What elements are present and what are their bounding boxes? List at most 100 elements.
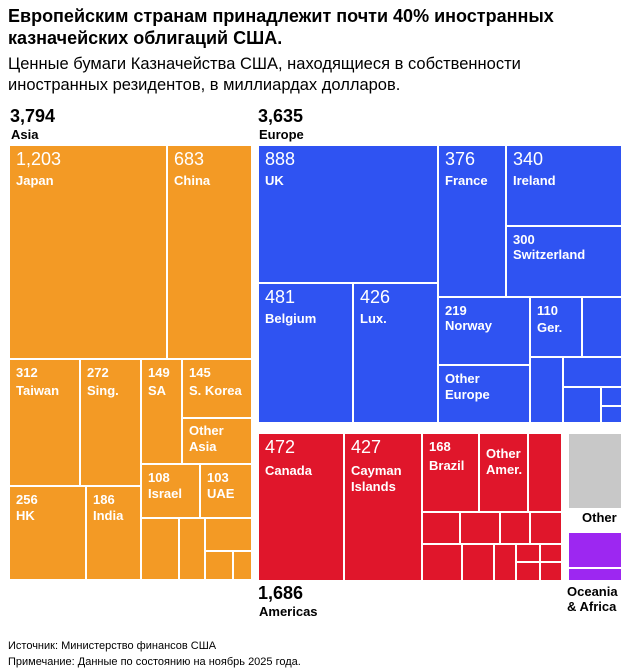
cell-cayman: 427 Cayman Islands	[344, 433, 422, 581]
cell-skorea: 145 S. Korea	[182, 359, 252, 418]
cell-sing: 272 Sing.	[80, 359, 141, 486]
uae-value: 103	[207, 470, 229, 485]
cell-lux: 426 Lux.	[353, 283, 438, 423]
cell-asia-small	[205, 551, 233, 580]
china-value: 683	[174, 149, 205, 169]
cell-americas-small	[516, 544, 540, 562]
americas-total: 1,686	[258, 583, 304, 603]
cell-americas-small	[422, 512, 460, 544]
cayman-label1: Cayman	[351, 463, 402, 478]
cell-asia-small	[179, 518, 205, 580]
uk-value: 888	[265, 149, 296, 169]
cell-europe-small	[563, 387, 601, 423]
cell-europe-small	[582, 297, 622, 357]
chart-title: Европейским странам принадлежит почти 40…	[8, 6, 554, 48]
belgium-label: Belgium	[265, 311, 317, 326]
israel-label: Israel	[148, 486, 182, 501]
cayman-value: 427	[351, 437, 382, 457]
asia-name: Asia	[11, 127, 39, 142]
norway-value: 219	[445, 303, 467, 318]
skorea-value: 145	[189, 365, 211, 380]
cell-other-europe: Other Europe	[438, 365, 530, 423]
source-note: Источник: Министерство финансов США	[8, 640, 217, 652]
cell-norway: 219 Norway	[438, 297, 530, 365]
oceania-name-line2: & Africa	[567, 599, 617, 614]
data-note: Примечание: Данные по состоянию на ноябр…	[8, 656, 301, 668]
skorea-label: S. Korea	[189, 383, 242, 398]
cell-japan: 1,203 Japan	[9, 145, 167, 359]
india-label: India	[93, 508, 124, 523]
cell-ger: 110 Ger.	[530, 297, 582, 357]
cell-other-asia: Other Asia	[182, 418, 252, 464]
cell-france: 376 France	[438, 145, 506, 297]
taiwan-value: 312	[16, 365, 38, 380]
asia-total: 3,794	[10, 106, 56, 126]
cell-china: 683 China	[167, 145, 252, 359]
cell-uae: 103 UAE	[200, 464, 252, 518]
ireland-label: Ireland	[513, 173, 556, 188]
canada-value: 472	[265, 437, 296, 457]
cell-israel: 108 Israel	[141, 464, 200, 518]
china-label: China	[174, 173, 211, 188]
france-label: France	[445, 173, 488, 188]
cell-americas-small	[528, 433, 562, 512]
other-asia-label1: Other	[189, 423, 224, 438]
cell-ireland: 340 Ireland	[506, 145, 622, 226]
brazil-value: 168	[429, 439, 451, 454]
india-value: 186	[93, 492, 115, 507]
sa-value: 149	[148, 365, 170, 380]
cell-europe-small	[601, 387, 622, 406]
switzerland-value: 300	[513, 232, 535, 247]
other-amer-label1: Other	[486, 446, 521, 461]
uk-label: UK	[265, 173, 284, 188]
cell-asia-small	[141, 518, 179, 580]
europe-name: Europe	[259, 127, 304, 142]
cell-india: 186 India	[86, 486, 141, 580]
cell-europe-small	[601, 406, 622, 423]
cell-other-amer: Other Amer.	[479, 433, 528, 512]
taiwan-label: Taiwan	[16, 383, 60, 398]
other-europe-label1: Other	[445, 371, 480, 386]
japan-label: Japan	[16, 173, 54, 188]
cell-americas-small	[500, 512, 530, 544]
israel-value: 108	[148, 470, 170, 485]
canada-label: Canada	[265, 463, 312, 478]
brazil-label: Brazil	[429, 458, 465, 473]
sa-label: SA	[148, 383, 167, 398]
oceania-name-line1: Oceania	[567, 584, 618, 599]
cell-americas-small	[540, 562, 562, 581]
cell-taiwan: 312 Taiwan	[9, 359, 80, 486]
sing-label: Sing.	[87, 383, 119, 398]
cell-oceania	[568, 532, 622, 568]
ger-value: 110	[537, 303, 558, 318]
cell-uk: 888 UK	[258, 145, 438, 283]
cell-americas-small	[516, 562, 540, 581]
uae-label: UAE	[207, 486, 235, 501]
europe-total: 3,635	[258, 106, 304, 126]
switzerland-label: Switzerland	[513, 247, 586, 262]
other-asia-label2: Asia	[189, 439, 217, 454]
lux-label: Lux.	[360, 311, 387, 326]
cell-americas-small	[494, 544, 516, 581]
belgium-value: 481	[265, 287, 296, 307]
cayman-label2: Islands	[351, 479, 396, 494]
cell-hk: 256 HK	[9, 486, 86, 580]
cell-americas-small	[422, 544, 462, 581]
americas-name: Americas	[259, 604, 318, 619]
cell-asia-small	[233, 551, 252, 580]
other-name: Other	[582, 510, 617, 525]
cell-americas-small	[540, 544, 562, 562]
cell-americas-small	[460, 512, 500, 544]
ger-label: Ger.	[537, 320, 563, 335]
cell-oceania-small	[568, 568, 622, 581]
cell-sa: 149 SA	[141, 359, 182, 464]
hk-value: 256	[16, 492, 38, 507]
hk-label: HK	[16, 508, 35, 523]
chart-subtitle: Ценные бумаги Казначейства США, находящи…	[8, 55, 521, 94]
sing-value: 272	[87, 365, 109, 380]
norway-label: Norway	[445, 318, 492, 333]
ireland-value: 340	[513, 149, 544, 169]
cell-brazil: 168 Brazil	[422, 433, 479, 512]
lux-value: 426	[360, 287, 391, 307]
other-europe-label2: Europe	[445, 387, 490, 402]
